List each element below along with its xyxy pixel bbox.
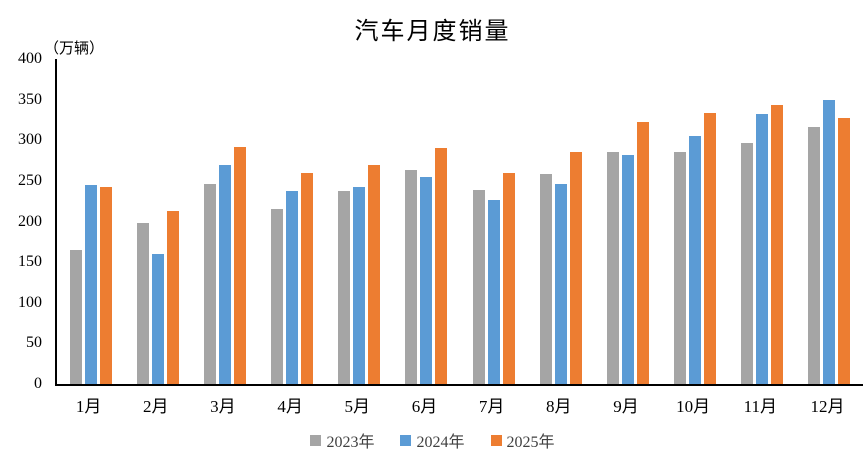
y-tick-label: 0 [34,375,42,392]
bar-2023年-7月 [472,189,485,384]
bar-group [191,59,258,384]
bar-2023年-12月 [808,127,821,384]
bar-2024年-7月 [487,199,500,384]
y-tick-label: 300 [18,131,42,149]
bar-groups [57,59,863,384]
bar-2025年-4月 [301,172,314,384]
x-axis: 1月 2月 3月 4月 5月 6月 7月 8月 9月 10月 11月 12月 [55,392,861,417]
bar-group [393,59,460,384]
x-tick-label: 6月 [411,397,438,416]
bar-group [662,59,729,384]
x-tick-label: 2月 [143,397,169,416]
y-axis-unit-label: （万辆） [44,41,105,57]
bar-2025年-3月 [233,146,246,384]
x-tick-label: 11月 [743,397,777,416]
legend-swatch-icon [310,434,322,446]
y-tick-label: 400 [18,50,42,67]
bar-2023年-9月 [606,151,619,384]
x-tick-label: 8月 [546,397,572,416]
bar-group [124,59,191,384]
bar-group [729,59,796,384]
bar-2023年-6月 [405,170,418,384]
x-tick-label: 4月 [277,397,303,416]
bar-2024年-4月 [286,191,299,384]
bar-2024年-8月 [554,184,567,384]
legend-label: 2023年 [326,434,375,451]
bar-2025年-10月 [704,112,717,384]
x-tick-label: 7月 [478,397,505,416]
bar-2023年-3月 [203,184,216,384]
bar-2023年-10月 [674,151,687,384]
x-tick-label: 5月 [344,397,371,416]
legend-item-2025年: 2025年 [490,428,555,452]
legend-item-2024年: 2024年 [400,428,465,452]
bar-group [796,59,863,384]
bar-2024年-6月 [420,176,433,384]
bar-group [259,59,326,384]
legend-item-2023年: 2023年 [310,428,374,452]
legend-swatch-icon [490,434,502,446]
bar-2023年-1月 [69,249,82,384]
bar-group [57,59,124,384]
bar-2025年-8月 [569,151,582,384]
legend: 2023年 2024年 2025年 [0,428,865,452]
bar-2024年-12月 [823,100,836,384]
chart-title: 汽车月度销量 [354,19,511,45]
bar-2025年-2月 [166,210,179,384]
y-tick-label: 200 [18,212,42,230]
legend-label: 2025年 [506,434,555,451]
x-tick-label: 9月 [613,397,639,416]
y-tick-label: 350 [18,90,42,108]
bar-2023年-11月 [741,142,754,384]
bar-group [594,59,661,384]
bar-2025年-1月 [99,186,112,384]
x-tick-label: 10月 [676,397,711,416]
legend-label: 2024年 [416,434,465,451]
bar-2024年-9月 [621,154,634,384]
y-tick-label: 250 [18,171,42,189]
y-tick-label: 150 [18,253,42,271]
bar-2023年-2月 [136,223,149,384]
plot-area [55,59,863,386]
bar-2024年-3月 [218,164,231,384]
bar-group [326,59,393,384]
bar-2024年-11月 [756,114,769,384]
bar-2024年-5月 [353,186,366,384]
bar-2023年-5月 [338,190,351,384]
legend-swatch-icon [400,434,412,446]
x-tick-label: 1月 [75,397,102,416]
bar-2023年-4月 [271,208,284,384]
y-tick-label: 100 [18,293,42,311]
bar-2023年-8月 [539,174,552,384]
bar-group [460,59,527,384]
bar-2025年-11月 [771,104,784,384]
x-tick-label: 3月 [210,397,236,416]
y-axis: 0 50 100 150 200 250 300 350 400 [0,50,48,392]
bar-2024年-10月 [689,136,702,384]
bar-2024年-1月 [84,184,97,384]
bar-2025年-6月 [435,147,448,384]
x-tick-label: 12月 [810,397,845,416]
bar-2025年-7月 [502,172,515,384]
bar-group [527,59,594,384]
bar-2025年-5月 [368,165,381,384]
bar-2025年-9月 [636,121,649,384]
bar-2025年-12月 [838,117,851,384]
bar-2024年-2月 [151,254,164,384]
y-tick-label: 50 [26,334,42,352]
